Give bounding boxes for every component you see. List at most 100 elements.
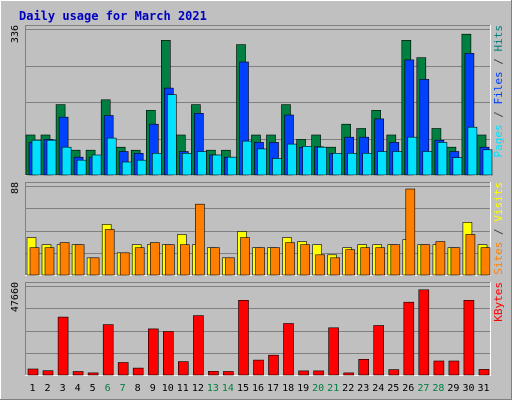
bar-pages-day-7 [121, 161, 132, 176]
x-tick-label: 15 [237, 383, 249, 394]
x-tick-label: 28 [432, 383, 444, 394]
bar-sites-day-9 [150, 242, 160, 276]
bar-kbytes-day-5 [87, 372, 99, 376]
bar-sites-day-17 [270, 247, 280, 276]
bar-pages-day-26 [407, 136, 418, 176]
bar-pages-day-13 [212, 154, 222, 176]
x-tick-label: 17 [267, 383, 279, 394]
legend-entry: Pages [492, 124, 505, 157]
bar-kbytes-day-31 [478, 369, 490, 376]
bar-pages-day-19 [302, 146, 312, 176]
bar-sites-day-5 [89, 257, 100, 276]
bar-pages-day-1 [31, 139, 42, 176]
x-tick-label: 9 [150, 383, 156, 394]
bar-sites-day-24 [375, 247, 386, 276]
y-max-label: 88 [10, 182, 21, 194]
bar-kbytes-day-26 [403, 301, 415, 376]
bar-kbytes-day-17 [268, 354, 279, 376]
bar-kbytes-day-28 [433, 360, 445, 376]
y-max-label: 47660 [10, 282, 21, 312]
legend-kbytes: KBytes [492, 282, 505, 322]
x-tick-label: 16 [252, 383, 264, 394]
legend-entry: Files [492, 71, 505, 104]
bar-pages-day-22 [347, 153, 358, 176]
bar-sites-day-13 [210, 247, 220, 276]
bar-kbytes-day-19 [298, 370, 309, 376]
x-axis-labels: 1 2 3 4 5 6 7 8 9 10 11 12 13 14 15 16 17 18 19 20 21 22 23 24 2… [29, 383, 489, 394]
x-tick-label: 7 [120, 383, 126, 394]
x-tick-label: 22 [342, 383, 354, 394]
x-tick-label: 4 [75, 383, 81, 394]
bar-sites-day-21 [330, 257, 340, 276]
bar-sites-day-15 [240, 237, 250, 276]
bar-kbytes-day-11 [178, 361, 189, 376]
bar-sites-day-20 [315, 254, 325, 276]
bar-pages-day-25 [392, 151, 403, 176]
bar-pages-day-16 [257, 148, 267, 176]
bar-pages-day-20 [317, 146, 327, 176]
bar-sites-day-8 [134, 247, 145, 276]
bar-kbytes-day-10 [163, 331, 174, 376]
bar-kbytes-day-29 [448, 360, 460, 376]
legend-entry: Sites [492, 242, 505, 275]
x-tick-label: 24 [372, 383, 384, 394]
bar-kbytes-day-4 [72, 371, 84, 376]
bar-sites-day-25 [390, 244, 401, 276]
bar-pages-day-18 [287, 143, 297, 176]
bar-pages-day-10 [167, 94, 177, 176]
bar-pages-day-5 [91, 154, 102, 176]
x-tick-label: 13 [207, 383, 219, 394]
bar-kbytes-day-27 [418, 289, 430, 376]
chart-title: Daily usage for March 2021 [19, 9, 207, 23]
x-tick-label: 14 [222, 383, 234, 394]
x-tick-label: 23 [357, 383, 369, 394]
bar-pages-day-2 [46, 139, 57, 176]
bar-sites-day-2 [44, 247, 55, 276]
bar-sites-day-27 [420, 244, 431, 276]
bar-sites-day-16 [255, 247, 265, 276]
bar-sites-day-30 [465, 234, 476, 276]
bar-kbytes-day-16 [253, 359, 264, 376]
bar-pages-day-4 [76, 159, 87, 176]
bar-sites-day-4 [74, 244, 85, 276]
bar-sites-day-22 [345, 249, 356, 276]
bar-kbytes-day-6 [102, 324, 114, 376]
bar-sites-day-10 [165, 244, 175, 276]
x-tick-label: 3 [60, 383, 66, 394]
series-pages [31, 94, 493, 176]
bar-kbytes-day-12 [193, 315, 204, 376]
bar-pages-day-23 [362, 153, 373, 176]
x-tick-label: 20 [312, 383, 324, 394]
bar-kbytes-day-14 [223, 371, 234, 376]
legend-entry: Visits [492, 182, 505, 222]
bar-pages-day-3 [61, 146, 72, 176]
bar-pages-day-9 [152, 153, 162, 176]
bar-sites-day-3 [59, 242, 70, 276]
bar-sites-day-19 [300, 244, 310, 276]
panel-kbytes: 47660 KBytes [10, 282, 505, 376]
bar-pages-day-14 [227, 156, 237, 176]
panel-visits-sites: 88 Sites / Visits [10, 182, 505, 276]
bar-kbytes-day-18 [283, 323, 294, 376]
bar-sites-day-26 [405, 188, 416, 276]
x-tick-label: 6 [105, 383, 111, 394]
bar-pages-day-17 [272, 158, 282, 176]
x-tick-label: 1 [29, 383, 35, 394]
legend-entry: / [492, 105, 505, 125]
bar-pages-day-11 [182, 153, 192, 176]
x-tick-label: 2 [44, 383, 50, 394]
x-tick-label: 5 [90, 383, 96, 394]
series-sites [29, 188, 491, 276]
bar-sites-day-11 [180, 244, 190, 276]
x-tick-label: 21 [327, 383, 339, 394]
x-tick-label: 31 [477, 383, 489, 394]
bar-kbytes-day-13 [208, 370, 219, 376]
legend-visits-sites: Sites / Visits [492, 182, 505, 275]
legend-entry: / [492, 222, 505, 242]
x-tick-label: 27 [417, 383, 429, 394]
bar-kbytes-day-23 [358, 358, 370, 376]
bar-sites-day-29 [450, 247, 461, 276]
bar-kbytes-day-8 [132, 367, 144, 376]
